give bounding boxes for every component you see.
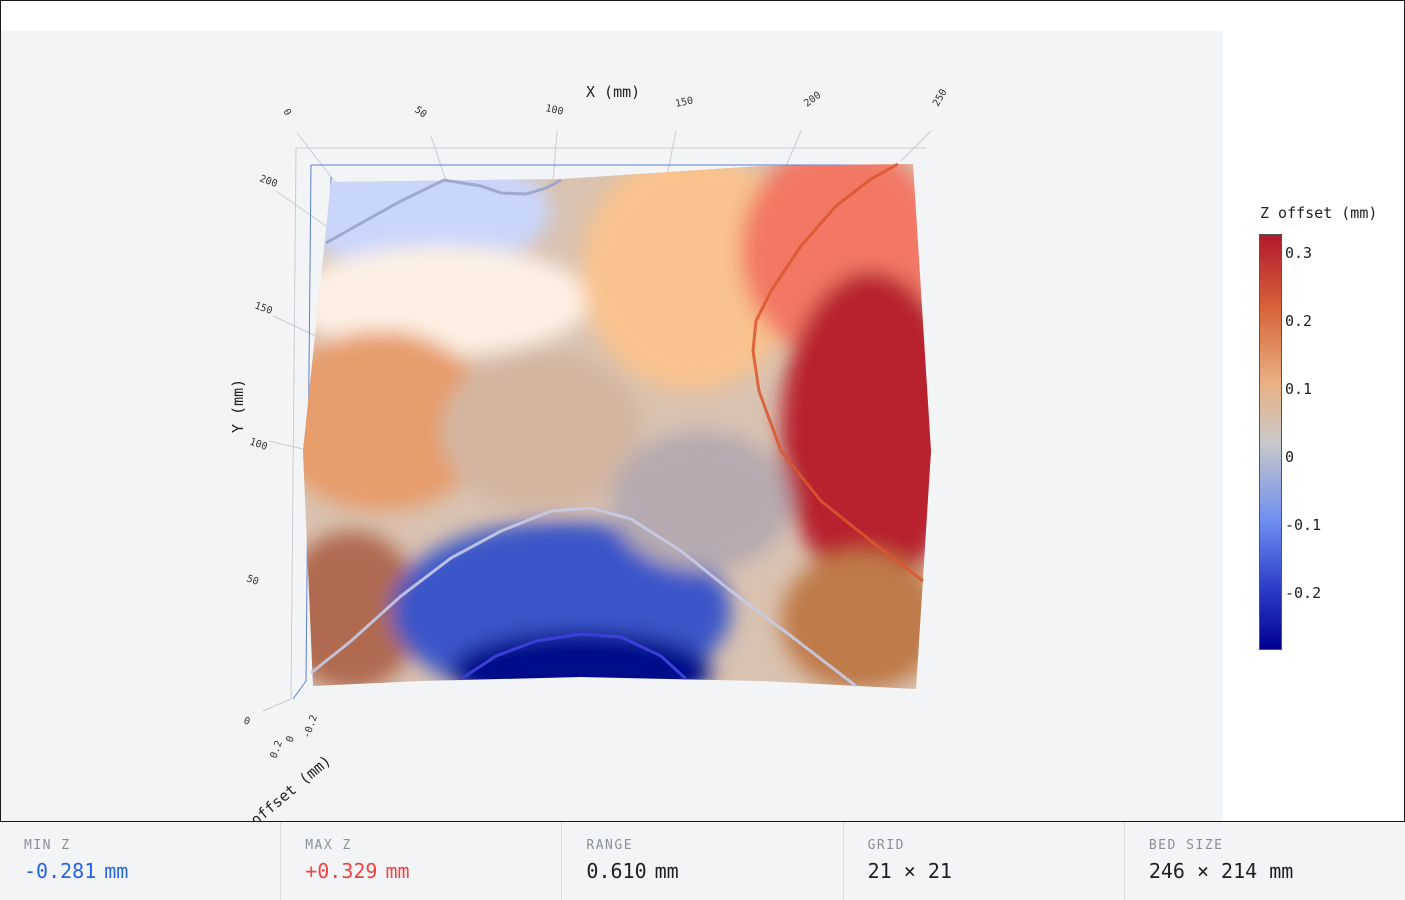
- stat-number: 21 × 21: [867, 859, 952, 883]
- stat-label: MAX Z: [305, 838, 352, 853]
- plot-frame: 0 50 100 150 200 250 0 50 100 150 200 0.2 0 -0.2 X …: [0, 0, 1405, 822]
- x-tick-label: 200: [802, 90, 823, 110]
- y-tick-label: 200: [258, 173, 279, 190]
- y-tick-label: 50: [245, 573, 260, 587]
- contour-low: [460, 632, 688, 681]
- contour-high: [751, 162, 924, 583]
- z-tick-label: 0: [284, 735, 296, 744]
- colorbar-tick-label: 0: [1285, 448, 1295, 466]
- colorbar-tick-label: 0.3: [1285, 244, 1313, 262]
- z-tick-label: 0.2: [268, 739, 285, 760]
- x-tick-label: 100: [544, 103, 564, 118]
- stat-value: +0.329 mm: [305, 859, 561, 883]
- x-tick-label: 150: [674, 95, 694, 110]
- z-tick-label: -0.2: [301, 714, 320, 740]
- stat-number: 246 × 214 mm: [1148, 859, 1294, 883]
- stat-grid: GRID 21 × 21: [842, 822, 1124, 900]
- stat-number: 0.610: [586, 859, 647, 883]
- stat-label: GRID: [867, 838, 905, 853]
- stat-label: MIN Z: [24, 838, 71, 853]
- stat-label: BED SIZE: [1148, 838, 1224, 853]
- z-axis-ticks: 0.2 0 -0.2: [268, 714, 320, 760]
- x-axis-title: X (mm): [586, 83, 640, 101]
- y-tick-label: 0: [242, 715, 251, 727]
- stat-unit: mm: [104, 859, 129, 883]
- stat-value: -0.281 mm: [24, 859, 280, 883]
- stat-label: RANGE: [586, 838, 634, 853]
- stat-value: 246 × 214 mm: [1149, 859, 1405, 883]
- stat-value: 0.610 mm: [586, 859, 842, 883]
- z-axis-title: offset (mm): [247, 751, 335, 821]
- stat-number: +0.329: [305, 859, 378, 883]
- surface[interactable]: [271, 141, 961, 711]
- stat-number: -0.281: [24, 859, 97, 883]
- stat-bed-size: BED SIZE 246 × 214 mm: [1123, 822, 1405, 900]
- stat-unit: mm: [654, 859, 679, 883]
- colorbar-tick-label: -0.2: [1285, 584, 1322, 602]
- axis-box: [262, 130, 932, 712]
- colorbar-tick-label: 0.1: [1285, 380, 1313, 398]
- contour-mid: [310, 506, 857, 688]
- y-tick-label: 100: [248, 436, 269, 453]
- y-axis-ticks: 0 50 100 150 200: [242, 173, 279, 727]
- colorbar-tick-label: -0.1: [1285, 516, 1322, 534]
- contour-top: [325, 178, 562, 245]
- y-axis-title: Y (mm): [229, 379, 247, 433]
- contour-lines: [310, 162, 924, 688]
- x-tick-label: 50: [412, 105, 428, 121]
- stats-bar: MIN Z -0.281 mm MAX Z +0.329 mm RANGE 0.610 mm GR…: [0, 822, 1405, 900]
- colorbar: [1259, 234, 1282, 650]
- stat-min-z: MIN Z -0.281 mm: [0, 822, 280, 900]
- stat-unit: mm: [385, 859, 410, 883]
- stat-max-z: MAX Z +0.329 mm: [280, 822, 561, 900]
- stat-value: 21 × 21: [868, 859, 1124, 883]
- y-tick-label: 150: [253, 300, 274, 317]
- colorbar-title: Z offset (mm): [1260, 204, 1378, 222]
- x-tick-label: 0: [280, 107, 293, 118]
- surface-scene[interactable]: 0 50 100 150 200 250 0 50 100 150 200 0.2 0 -0.2 X …: [1, 31, 1223, 821]
- x-tick-label: 250: [931, 87, 950, 108]
- colorbar-tick-label: 0.2: [1285, 312, 1313, 330]
- stat-range: RANGE 0.610 mm: [561, 822, 842, 900]
